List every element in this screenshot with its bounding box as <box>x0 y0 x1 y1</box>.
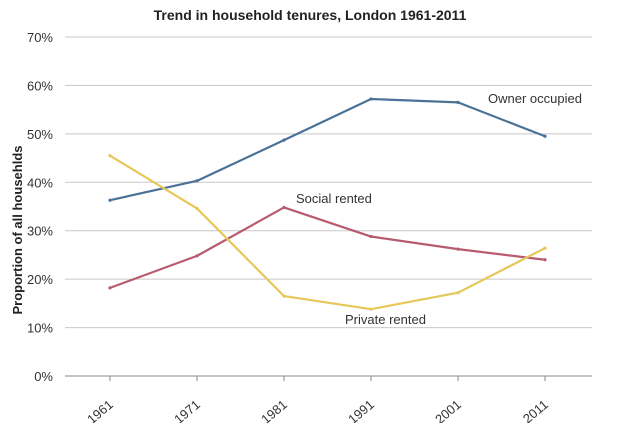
y-axis-label: Proportion of all househlds <box>10 146 25 315</box>
y-tick-label: 60% <box>27 78 53 93</box>
y-tick-label: 0% <box>34 369 53 384</box>
private-rented-point <box>543 246 547 250</box>
social-rented-point <box>282 205 286 210</box>
x-tick-label: 2001 <box>432 397 464 423</box>
social-rented-label: Social rented <box>296 191 372 206</box>
private-rented-line <box>109 154 546 311</box>
social-rented-point <box>543 258 547 262</box>
owner-occupied-point <box>108 198 112 202</box>
social-rented-point <box>456 247 460 251</box>
owner-occupied-point <box>543 134 547 138</box>
owner-occupied-line <box>109 97 546 202</box>
x-tick-label: 2011 <box>520 397 551 423</box>
y-tick-labels: 0% 10% 20% 30% 40% 50% 60% 70% <box>27 30 53 384</box>
x-tick-label: 1961 <box>84 397 116 423</box>
private-rented-point <box>108 154 112 158</box>
y-tick-label: 20% <box>27 272 53 287</box>
series-lines <box>108 97 547 311</box>
x-tick-label: 1991 <box>345 397 377 423</box>
y-tick-label: 30% <box>27 224 53 239</box>
x-tick-label: 1981 <box>258 397 290 423</box>
social-rented-point <box>108 286 112 290</box>
owner-occupied-label: Owner occupied <box>488 91 582 106</box>
private-rented-point <box>282 294 286 298</box>
social-rented-point <box>369 234 373 239</box>
gridlines <box>65 36 592 377</box>
owner-occupied-point <box>195 179 199 183</box>
series-labels: Owner occupied Social rented Private rente… <box>296 91 582 327</box>
owner-occupied-point <box>369 97 373 101</box>
private-rented-point <box>369 307 373 311</box>
private-rented-point <box>456 291 460 295</box>
y-tick-label: 70% <box>27 30 53 45</box>
social-rented-line <box>109 206 546 289</box>
private-rented-point <box>195 206 199 211</box>
y-tick-label: 40% <box>27 175 53 190</box>
owner-occupied-point <box>456 100 460 104</box>
y-tick-label: 50% <box>27 127 53 142</box>
social-rented-point <box>195 254 199 258</box>
owner-occupied-point <box>282 138 286 142</box>
x-tick-label: 1971 <box>171 397 203 423</box>
chart-title: Trend in household tenures, London 1961-… <box>154 7 467 23</box>
x-tick-labels: 1961 1971 1981 1991 2001 2011 <box>84 376 551 423</box>
private-rented-label: Private rented <box>345 312 426 327</box>
y-tick-label: 10% <box>27 321 53 336</box>
